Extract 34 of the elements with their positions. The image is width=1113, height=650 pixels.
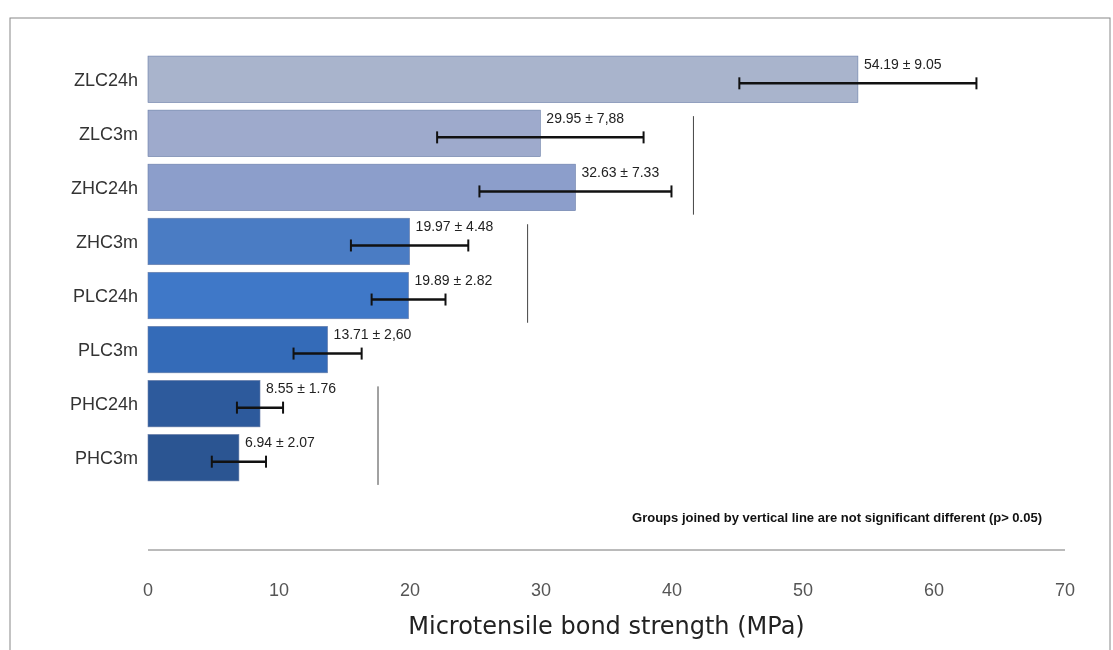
bar	[147, 434, 240, 482]
bar	[147, 217, 410, 266]
data-label: 19.89 ± 2.82	[414, 272, 493, 289]
data-label: 6.94 ± 2.07	[244, 434, 316, 451]
x-axis-title: Microtensile bond strength (MPa)	[408, 612, 805, 640]
text: Groups joined by vertical line are not significant different (p> 0.05)	[632, 510, 1042, 525]
data-label: 13.71 ± 2,60	[333, 326, 412, 343]
bar	[147, 271, 409, 320]
y-tick-label: ZHC3m	[76, 231, 138, 252]
y-tick-label: PHC3m	[74, 447, 138, 468]
x-tick-label: 70	[1054, 580, 1076, 600]
x-tick-label: 60	[923, 580, 945, 600]
x-tick-label: 50	[792, 580, 814, 600]
data-label: 54.19 ± 9.05	[863, 56, 942, 73]
bar	[147, 163, 576, 211]
data-label: 8.55 ± 1.76	[266, 380, 337, 397]
bar	[147, 55, 859, 103]
y-tick-label: ZLC24h	[73, 69, 138, 90]
bar	[147, 109, 541, 157]
y-tick-label: ZHC24h	[70, 177, 138, 198]
y-tick-label: PLC3m	[77, 339, 138, 360]
x-tick-label: 0	[142, 580, 154, 600]
x-tick-label: 10	[268, 580, 290, 600]
bar	[147, 380, 261, 428]
y-tick-label: ZLC3m	[78, 123, 138, 144]
x-tick-label: 40	[661, 580, 683, 600]
x-tick-label: 20	[399, 580, 421, 600]
x-tick-label: 30	[530, 580, 552, 600]
data-label: 32.63 ± 7.33	[581, 164, 660, 181]
bar	[147, 326, 328, 374]
y-tick-label: PLC24h	[72, 285, 138, 306]
data-label: 29.95 ± 7,88	[546, 110, 625, 127]
y-tick-label: PHC24h	[69, 393, 138, 414]
data-label: 19.97 ± 4.48	[415, 218, 494, 235]
